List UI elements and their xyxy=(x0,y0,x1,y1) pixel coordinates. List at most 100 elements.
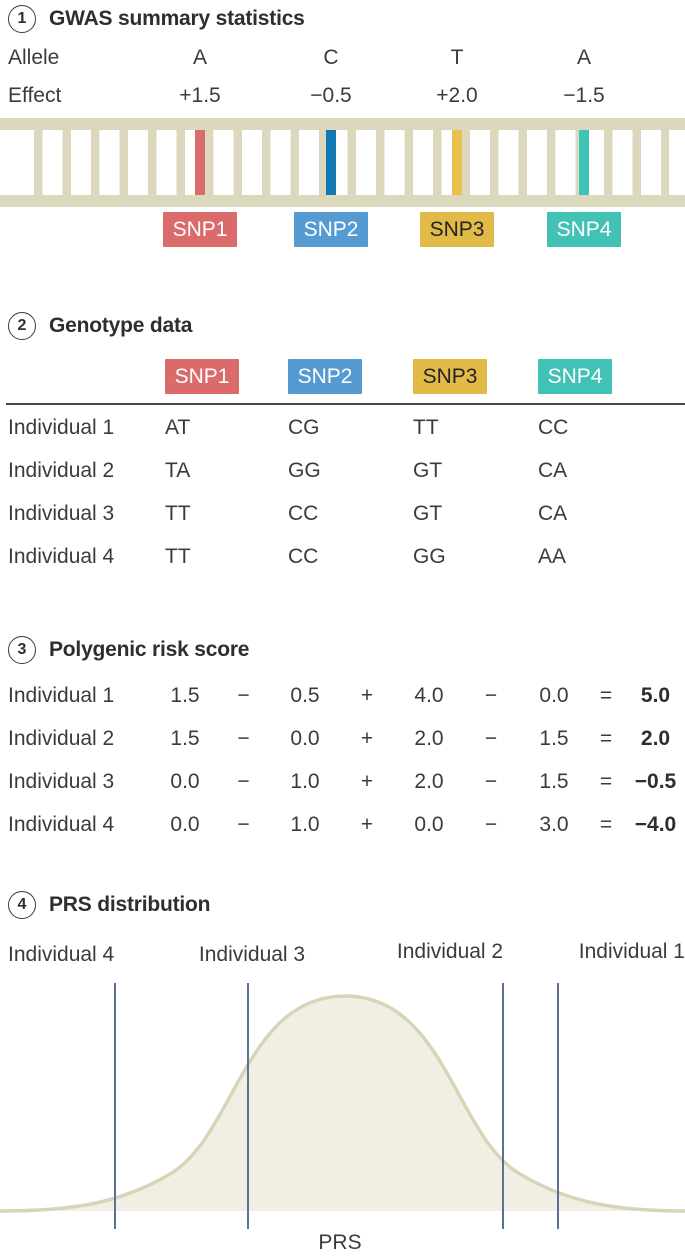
snp2-column-badge: SNP2 xyxy=(288,359,362,394)
term-value: 3.0 xyxy=(539,812,569,836)
snp2-rung xyxy=(326,130,336,195)
genotype-cell: AA xyxy=(538,544,567,568)
term-value: 1.5 xyxy=(539,726,569,750)
panel2-header: 2 Genotype data xyxy=(8,312,192,340)
panel3-header: 3 Polygenic risk score xyxy=(8,636,249,664)
bell-curve-path xyxy=(0,994,685,1213)
marker-line-individual-4 xyxy=(114,983,116,1229)
genotype-cell: GT xyxy=(413,458,443,482)
term-value: 2.0 xyxy=(414,726,444,750)
term-value: 0.5 xyxy=(290,683,320,707)
panel2-title: Genotype data xyxy=(49,314,193,337)
step-2-badge: 2 xyxy=(8,312,36,340)
prs-distribution-curve xyxy=(0,994,685,1213)
row-label: Individual 1 xyxy=(8,415,115,439)
genotype-cell: CA xyxy=(538,501,568,525)
dna-ladder-graphic xyxy=(0,118,685,207)
x-axis-label: PRS xyxy=(318,1231,362,1254)
panel1-header: 1 GWAS summary statistics xyxy=(8,5,305,33)
dna-top-strand xyxy=(0,118,685,130)
term-value: 2.0 xyxy=(414,769,444,793)
row-label: Individual 2 xyxy=(8,726,115,750)
genotype-cell: TT xyxy=(165,501,191,525)
step-4-badge: 4 xyxy=(8,891,36,919)
genotype-row-1: Individual 1 AT CG TT CC xyxy=(0,406,685,449)
allele-snp2: C xyxy=(323,46,339,69)
panel4-header: 4 PRS distribution xyxy=(8,891,210,919)
operator: + xyxy=(360,769,374,793)
equals-sign: = xyxy=(599,726,613,750)
genotype-cell: CC xyxy=(288,544,319,568)
operator: − xyxy=(484,812,498,836)
marker-label-individual-2: Individual 2 xyxy=(396,940,504,963)
row-label: Individual 1 xyxy=(8,683,115,707)
prs-calc-row-4: Individual 4 0.0 − 1.0 + 0.0 − 3.0 = −4.… xyxy=(0,803,685,846)
effect-snp2: −0.5 xyxy=(310,84,352,107)
snp3-badge: SNP3 xyxy=(420,212,494,247)
snp1-rung xyxy=(195,130,205,195)
genotype-row-4: Individual 4 TT CC GG AA xyxy=(0,535,685,578)
allele-snp1: A xyxy=(192,46,208,69)
marker-label-individual-4: Individual 4 xyxy=(8,943,115,966)
genotype-cell: GT xyxy=(413,501,443,525)
equals-sign: = xyxy=(599,812,613,836)
equals-sign: = xyxy=(599,683,613,707)
row-label: Individual 4 xyxy=(8,812,115,836)
snp-label-row: SNP1 SNP2 SNP3 SNP4 xyxy=(0,212,685,247)
effect-row: Effect +1.5 −0.5 +2.0 −1.5 xyxy=(0,84,685,110)
effect-snp3: +2.0 xyxy=(436,84,478,107)
operator: − xyxy=(484,683,498,707)
prs-calc-row-1: Individual 1 1.5 − 0.5 + 4.0 − 0.0 = 5.0 xyxy=(0,674,685,717)
genotype-cell: CA xyxy=(538,458,568,482)
operator: − xyxy=(237,812,250,836)
prs-result: 2.0 xyxy=(640,726,671,750)
term-value: 0.0 xyxy=(170,769,200,793)
prs-result: 5.0 xyxy=(640,683,671,707)
term-value: 1.5 xyxy=(539,769,569,793)
allele-snp4: A xyxy=(576,46,592,69)
term-value: 0.0 xyxy=(290,726,320,750)
operator: − xyxy=(237,769,250,793)
dna-rungs xyxy=(14,130,669,195)
allele-row: Allele A C T A xyxy=(0,46,685,72)
marker-line-individual-3 xyxy=(247,983,249,1229)
operator: − xyxy=(484,726,498,750)
operator: − xyxy=(237,726,250,750)
genotype-cell: CG xyxy=(288,415,320,439)
term-value: 4.0 xyxy=(414,683,444,707)
prs-result: −0.5 xyxy=(634,769,677,793)
genotype-cell: TA xyxy=(165,458,191,482)
snp3-column-badge: SNP3 xyxy=(413,359,487,394)
effect-snp1: +1.5 xyxy=(179,84,221,107)
panel1-title: GWAS summary statistics xyxy=(49,7,305,30)
step-1-badge: 1 xyxy=(8,5,36,33)
term-value: 1.5 xyxy=(170,683,200,707)
marker-line-individual-1 xyxy=(557,983,559,1229)
row-label: Individual 2 xyxy=(8,458,115,482)
genotype-cell: AT xyxy=(165,415,191,439)
marker-label-individual-1: Individual 1 xyxy=(578,940,685,963)
operator: + xyxy=(360,812,374,836)
equals-sign: = xyxy=(599,769,613,793)
panel4-title: PRS distribution xyxy=(49,893,211,916)
prs-calc-row-3: Individual 3 0.0 − 1.0 + 2.0 − 1.5 = −0.… xyxy=(0,760,685,803)
operator: + xyxy=(360,726,374,750)
term-value: 1.0 xyxy=(290,769,320,793)
allele-row-label: Allele xyxy=(8,46,60,69)
effect-snp4: −1.5 xyxy=(563,84,605,107)
term-value: 0.0 xyxy=(539,683,569,707)
marker-label-individual-3: Individual 3 xyxy=(198,943,306,966)
genotype-table-header: SNP1 SNP2 SNP3 SNP4 xyxy=(0,355,685,398)
genotype-cell: GG xyxy=(413,544,446,568)
operator: − xyxy=(484,769,498,793)
prs-result: −4.0 xyxy=(634,812,677,836)
row-label: Individual 3 xyxy=(8,501,115,525)
effect-row-label: Effect xyxy=(8,84,62,107)
step-3-badge: 3 xyxy=(8,636,36,664)
genotype-row-3: Individual 3 TT CC GT CA xyxy=(0,492,685,535)
snp2-badge: SNP2 xyxy=(294,212,368,247)
row-label: Individual 3 xyxy=(8,769,115,793)
term-value: 0.0 xyxy=(414,812,444,836)
operator: − xyxy=(237,683,250,707)
